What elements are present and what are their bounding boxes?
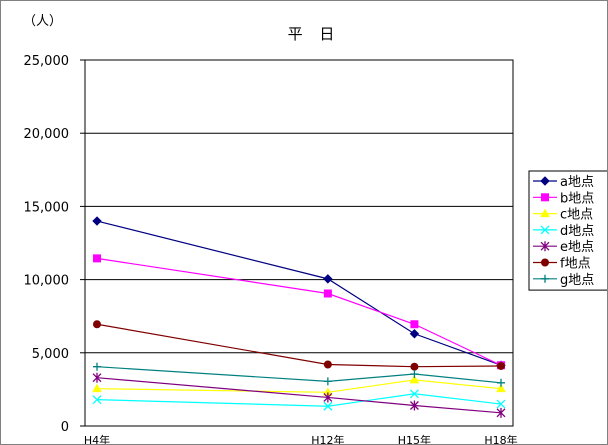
data-point <box>323 401 333 411</box>
data-point <box>323 360 332 369</box>
legend-label: c地点 <box>560 208 593 223</box>
data-point <box>496 407 506 418</box>
data-point <box>93 320 101 329</box>
y-tick-label: 15,000 <box>24 200 70 215</box>
y-tick-label: 20,000 <box>24 127 70 142</box>
data-point <box>92 372 102 383</box>
x-tick-label: H12年 <box>311 433 344 445</box>
legend-label: b地点 <box>560 191 594 206</box>
series-line-a地点 <box>96 220 502 366</box>
legend-marker <box>541 258 549 267</box>
data-point <box>93 254 101 263</box>
series-line-c地点 <box>96 379 502 393</box>
legend-marker <box>540 241 550 252</box>
x-tick-label: H4年 <box>84 433 110 445</box>
legend-marker <box>540 225 550 235</box>
data-point <box>409 374 420 384</box>
data-point <box>497 361 505 370</box>
data-point <box>410 320 419 329</box>
legend-marker <box>541 193 549 202</box>
data-point <box>409 400 419 411</box>
y-tick-label: 10,000 <box>24 274 70 289</box>
data-point <box>409 389 419 399</box>
legend-marker <box>541 274 549 283</box>
chart-title: 平 日 <box>288 25 341 43</box>
data-point <box>409 329 420 339</box>
data-point <box>92 216 102 226</box>
legend-label: d地点 <box>560 224 594 239</box>
series-line-d地点 <box>96 393 502 407</box>
y-tick-label: 25,000 <box>24 54 70 69</box>
data-point <box>93 362 101 371</box>
y-tick-label: 5,000 <box>32 347 69 362</box>
series-line-f地点 <box>96 323 502 368</box>
series-line-g地点 <box>96 366 502 384</box>
y-tick-label: 0 <box>61 420 69 435</box>
data-point <box>323 392 333 403</box>
legend-label: g地点 <box>560 273 594 288</box>
data-point <box>410 370 419 379</box>
series-line-b地点 <box>96 257 502 366</box>
x-tick-label: H18年 <box>484 433 517 445</box>
legend-box <box>528 170 607 291</box>
data-point <box>410 362 419 371</box>
legend-marker <box>540 176 550 186</box>
x-tick-label: H15年 <box>398 433 431 445</box>
data-point <box>323 289 332 298</box>
data-point <box>92 383 102 393</box>
legend-label: e地点 <box>560 240 594 255</box>
y-unit-label: （人） <box>23 14 62 29</box>
legend-marker <box>540 208 550 218</box>
data-point <box>323 377 332 386</box>
data-point <box>496 399 506 409</box>
plot-area <box>84 59 514 427</box>
data-point <box>92 395 102 405</box>
legend-label: a地点 <box>560 175 594 190</box>
data-point <box>323 274 333 284</box>
data-point <box>496 383 506 393</box>
legend-label: f地点 <box>560 257 591 272</box>
series-line-e地点 <box>96 377 502 414</box>
data-point <box>497 378 505 387</box>
